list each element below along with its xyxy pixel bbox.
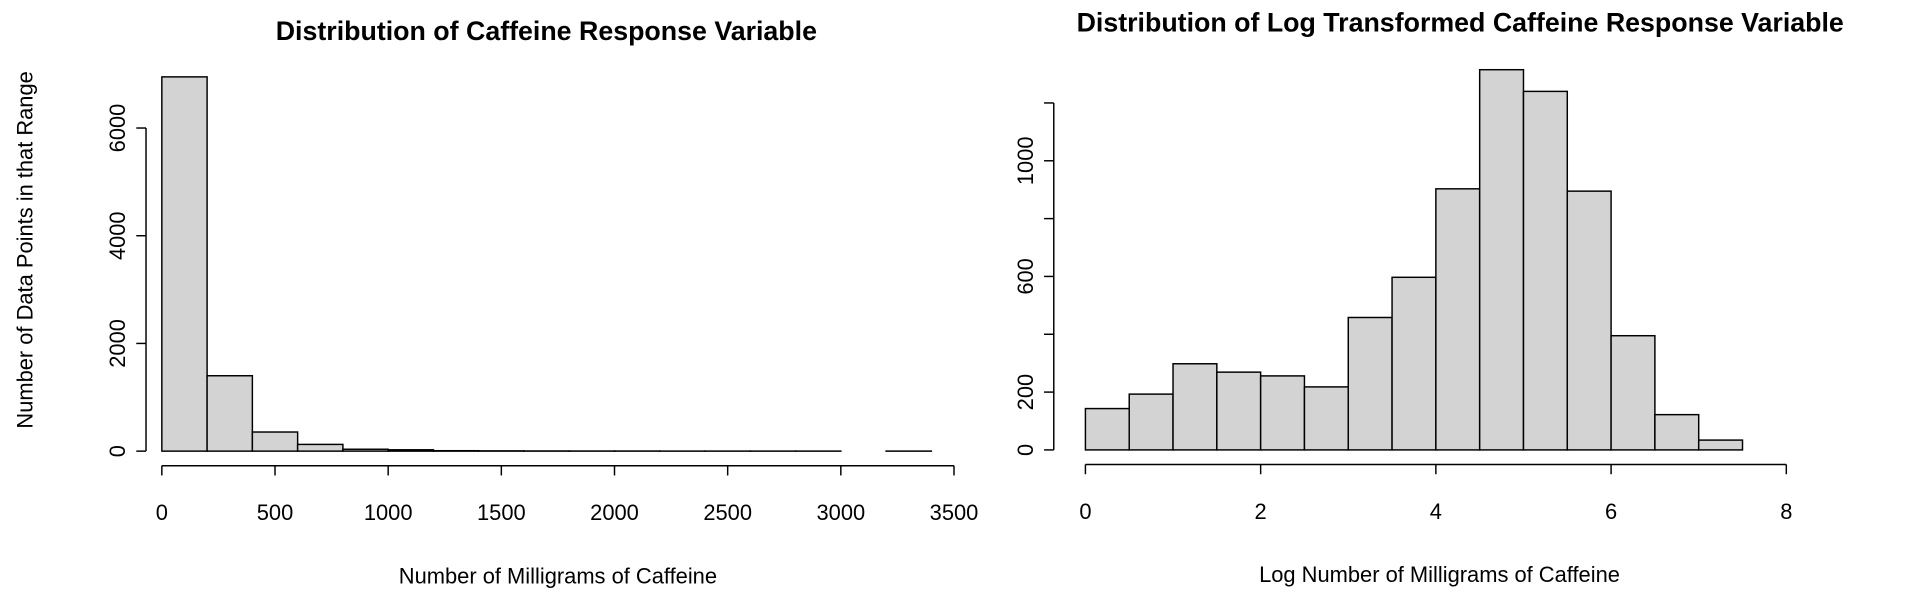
bar: [1478, 68, 1525, 451]
y-tick-label: 6000: [105, 104, 130, 153]
bar: [387, 449, 435, 452]
x-tick-label: 4: [1430, 499, 1442, 524]
x-tick-label: 2000: [590, 500, 639, 525]
x-tick-label: 2: [1255, 499, 1267, 524]
y-tick-label: 0: [1013, 444, 1038, 456]
bar: [1654, 413, 1700, 451]
x-axis-label: Number of Milligrams of Caffeine: [399, 563, 717, 588]
bar: [296, 443, 344, 452]
bar: [1566, 190, 1612, 451]
x-tick-label: 0: [1079, 499, 1091, 524]
x-tick-label: 1500: [477, 500, 526, 525]
y-axis-label: Number of Data Points in that Range: [13, 71, 38, 428]
bar: [1391, 276, 1437, 451]
y-tick-label: 0: [105, 445, 130, 457]
bar: [1522, 90, 1569, 451]
bar: [1172, 363, 1218, 451]
bar: [1303, 386, 1349, 451]
bar: [1259, 375, 1306, 451]
bar: [1216, 371, 1262, 451]
x-tick-label: 6: [1605, 499, 1617, 524]
bar: [161, 76, 208, 452]
bar: [206, 375, 254, 452]
bar: [1435, 188, 1481, 451]
x-tick-label: 0: [156, 500, 168, 525]
chart-title: Distribution of Log Transformed Caffeine…: [1077, 7, 1844, 37]
bar: [342, 448, 389, 452]
y-tick-label: 1000: [1013, 136, 1038, 185]
bar: [1084, 407, 1130, 451]
bar: [1347, 316, 1393, 451]
y-tick-label: 4000: [105, 211, 130, 260]
y-tick-label: 600: [1013, 258, 1038, 294]
x-axis-label: Log Number of Milligrams of Caffeine: [1259, 562, 1620, 587]
x-tick-label: 8: [1780, 499, 1792, 524]
x-tick-label: 1000: [364, 500, 413, 525]
x-tick-label: 500: [257, 500, 294, 525]
x-tick-label: 3500: [930, 500, 979, 525]
bar: [1697, 439, 1744, 451]
y-tick-label: 2000: [105, 319, 130, 368]
y-tick-label: 200: [1013, 374, 1038, 410]
bar: [1610, 334, 1656, 451]
bar: [251, 431, 299, 452]
chart-title: Distribution of Caffeine Response Variab…: [276, 16, 817, 46]
x-tick-label: 2500: [703, 500, 752, 525]
x-tick-label: 3000: [816, 500, 865, 525]
bar: [1128, 393, 1174, 451]
